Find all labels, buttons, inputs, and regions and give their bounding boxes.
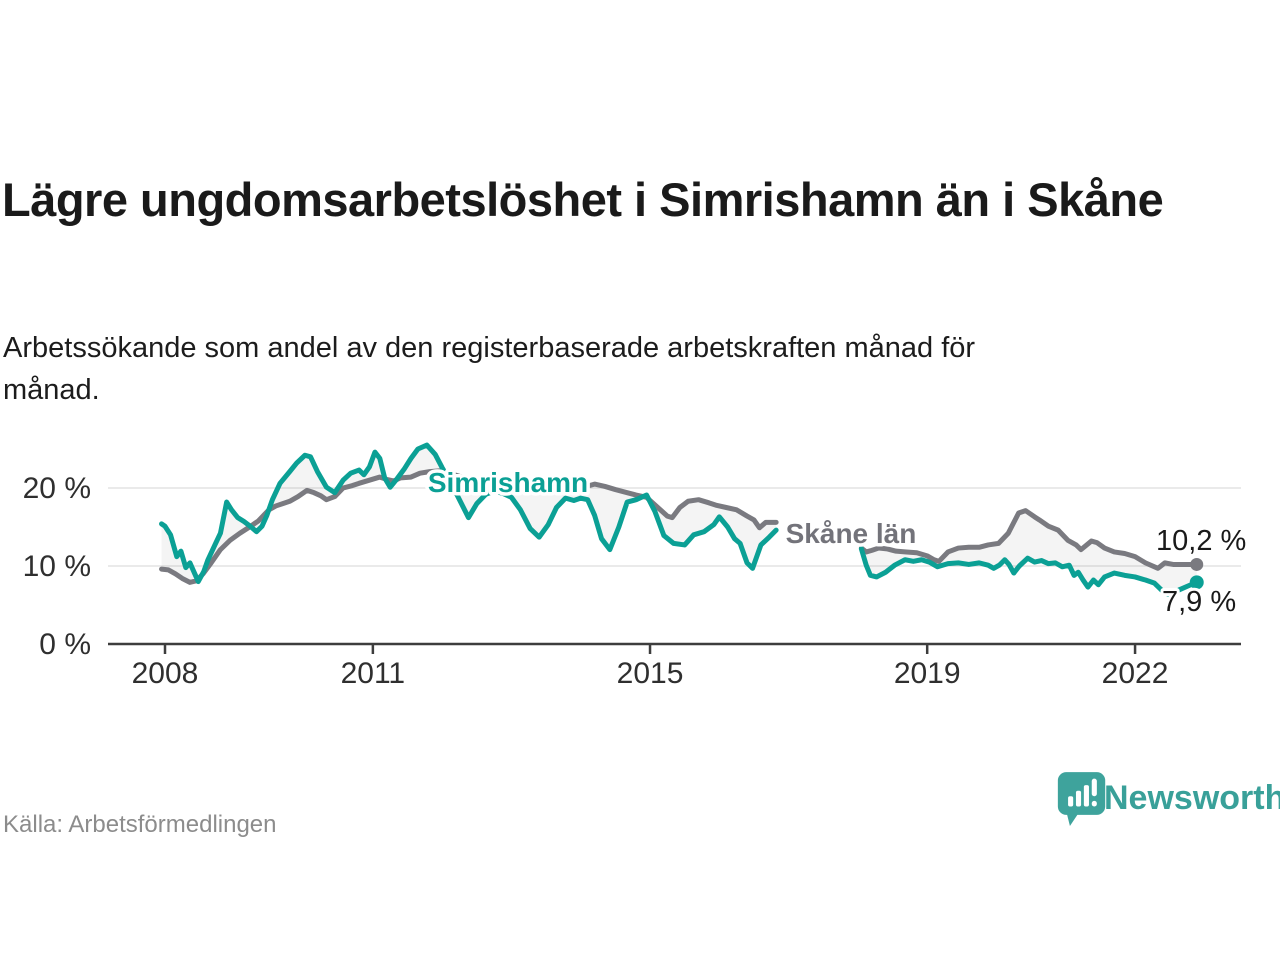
line-simrishamn [858, 546, 1200, 598]
x-tick-label: 2022 [1102, 657, 1169, 690]
difference-band [861, 510, 1197, 595]
y-tick-label: 0 % [39, 628, 91, 661]
x-axis: 2008 2011 2015 2019 2022 [132, 645, 1169, 690]
end-dot-skane-lan [1190, 557, 1204, 571]
y-tick-label: 20 % [23, 472, 91, 505]
end-dot-simrishamn [1189, 575, 1204, 590]
series-lines [159, 442, 1204, 598]
speech-bubble-shape [1057, 772, 1106, 826]
line-simrishamn [159, 442, 779, 585]
bar-2 [1075, 790, 1082, 807]
x-tick-label: 2011 [341, 657, 406, 690]
exclamation-dot [1091, 800, 1097, 807]
x-tick-label: 2008 [132, 657, 199, 690]
gridlines [108, 487, 1241, 646]
chart-subtitle: Arbetssökande som andel av den registerb… [3, 332, 976, 407]
line-skane-lan [858, 508, 1200, 571]
series-label-skane-lan: Skåne län [786, 518, 917, 549]
bar-3 [1083, 785, 1089, 807]
end-value-label-simrishamn: 7,9 % [1162, 586, 1236, 618]
bar-chart-speech-bubble-icon [1057, 772, 1106, 826]
y-axis-labels: 0 % 10 % 20 % [23, 472, 91, 661]
end-value-label-skane: 10,2 % [1156, 525, 1246, 557]
page-title: Lägre ungdomsarbetslöshet i Simrishamn ä… [2, 173, 1164, 227]
brand-wordmark: Newsworthy [1104, 779, 1280, 817]
x-tick-label: 2019 [894, 657, 961, 690]
y-tick-label: 10 % [23, 550, 91, 583]
exclamation-stem [1091, 778, 1097, 797]
x-tick-label: 2015 [617, 657, 684, 690]
bar-1 [1068, 796, 1074, 807]
series-label-simrishamn: Simrishamn [428, 467, 588, 498]
source-note: Källa: Arbetsförmedlingen [3, 811, 277, 838]
